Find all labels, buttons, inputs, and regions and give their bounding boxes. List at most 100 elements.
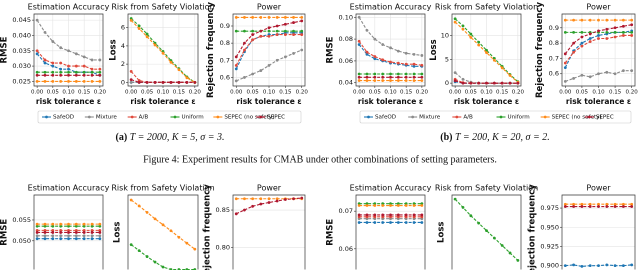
y-axis-label: Loss [429, 39, 439, 60]
point [234, 197, 238, 201]
point [630, 30, 634, 34]
point [365, 28, 369, 32]
point [59, 237, 63, 241]
point [404, 79, 408, 82]
point [412, 72, 416, 76]
point [292, 33, 295, 36]
point [396, 75, 400, 79]
point [59, 222, 63, 226]
point [67, 237, 70, 241]
point [588, 18, 592, 22]
point [82, 80, 86, 83]
chart-title: Estimation Accuracy [350, 184, 432, 193]
point [82, 222, 86, 226]
x-axis-label: risk tolerance ε [566, 97, 631, 106]
point [82, 231, 86, 234]
point [389, 60, 392, 64]
point [145, 35, 149, 39]
x-tick-label: 0.20 [512, 90, 525, 96]
point [74, 224, 78, 228]
point [161, 265, 165, 269]
point [461, 27, 465, 31]
point [412, 221, 416, 224]
point [98, 234, 102, 238]
point [420, 75, 424, 79]
point [563, 264, 567, 268]
y-tick-label: 4 [121, 42, 125, 50]
y-tick-label: 0.85 [216, 206, 230, 214]
point [588, 202, 592, 206]
point [177, 80, 181, 84]
point [74, 231, 78, 234]
point [563, 202, 567, 206]
point [90, 70, 94, 74]
chart-title: Risk from Safety Violation [435, 3, 538, 12]
point [453, 197, 457, 201]
point [292, 52, 295, 55]
point [605, 263, 609, 267]
y-axis-label: Rejection frequency [206, 2, 216, 98]
plot-frame [127, 13, 199, 87]
point [251, 72, 255, 76]
point [82, 237, 86, 241]
point [275, 24, 279, 28]
point [243, 197, 246, 201]
point [283, 33, 287, 36]
chart-title: Power [257, 3, 282, 12]
x-tick-label: 0.10 [480, 90, 493, 96]
point [404, 72, 408, 76]
point [51, 61, 55, 65]
point [563, 18, 567, 22]
point [82, 70, 86, 74]
point [508, 74, 512, 77]
point [621, 202, 625, 206]
x-tick-label: 0.10 [384, 90, 397, 96]
point [59, 73, 63, 77]
point [259, 69, 263, 72]
point [251, 29, 255, 33]
point [365, 79, 369, 82]
chart-title: Estimation Accuracy [28, 3, 110, 12]
point [420, 63, 424, 67]
point [453, 79, 457, 83]
point [613, 30, 617, 34]
point [98, 70, 102, 74]
point [453, 17, 457, 21]
point [145, 210, 149, 214]
y-tick-label: 0.06 [339, 245, 353, 253]
point [35, 224, 39, 228]
point [613, 26, 617, 30]
point [59, 224, 63, 228]
point [572, 41, 576, 45]
x-tick-label: 0.05 [465, 90, 478, 96]
point [35, 70, 39, 74]
chart-title: Estimation Accuracy [350, 3, 432, 12]
point [259, 16, 263, 19]
point [373, 79, 377, 82]
plot-background [128, 195, 198, 270]
subcaption-text: T = 2000, K = 5, σ = 3. [130, 132, 225, 143]
point [275, 58, 279, 62]
y-tick-label: 0.07 [339, 207, 353, 215]
point [275, 197, 279, 201]
plot-frame [232, 13, 306, 87]
point [67, 64, 70, 68]
point [630, 69, 634, 73]
point [412, 64, 416, 68]
point [453, 71, 457, 75]
point [185, 241, 189, 245]
y-axis-label: Loss [109, 39, 119, 60]
point [477, 43, 481, 47]
plot-frame [451, 13, 522, 87]
point [90, 224, 94, 228]
point [563, 66, 567, 70]
y-tick-label: 0.8 [220, 39, 230, 47]
point [597, 34, 600, 37]
point [469, 32, 473, 36]
point [389, 75, 392, 79]
point [43, 237, 47, 241]
point [43, 30, 47, 34]
point [300, 29, 304, 33]
plot-frame [355, 194, 426, 270]
legend-marker [411, 115, 415, 119]
